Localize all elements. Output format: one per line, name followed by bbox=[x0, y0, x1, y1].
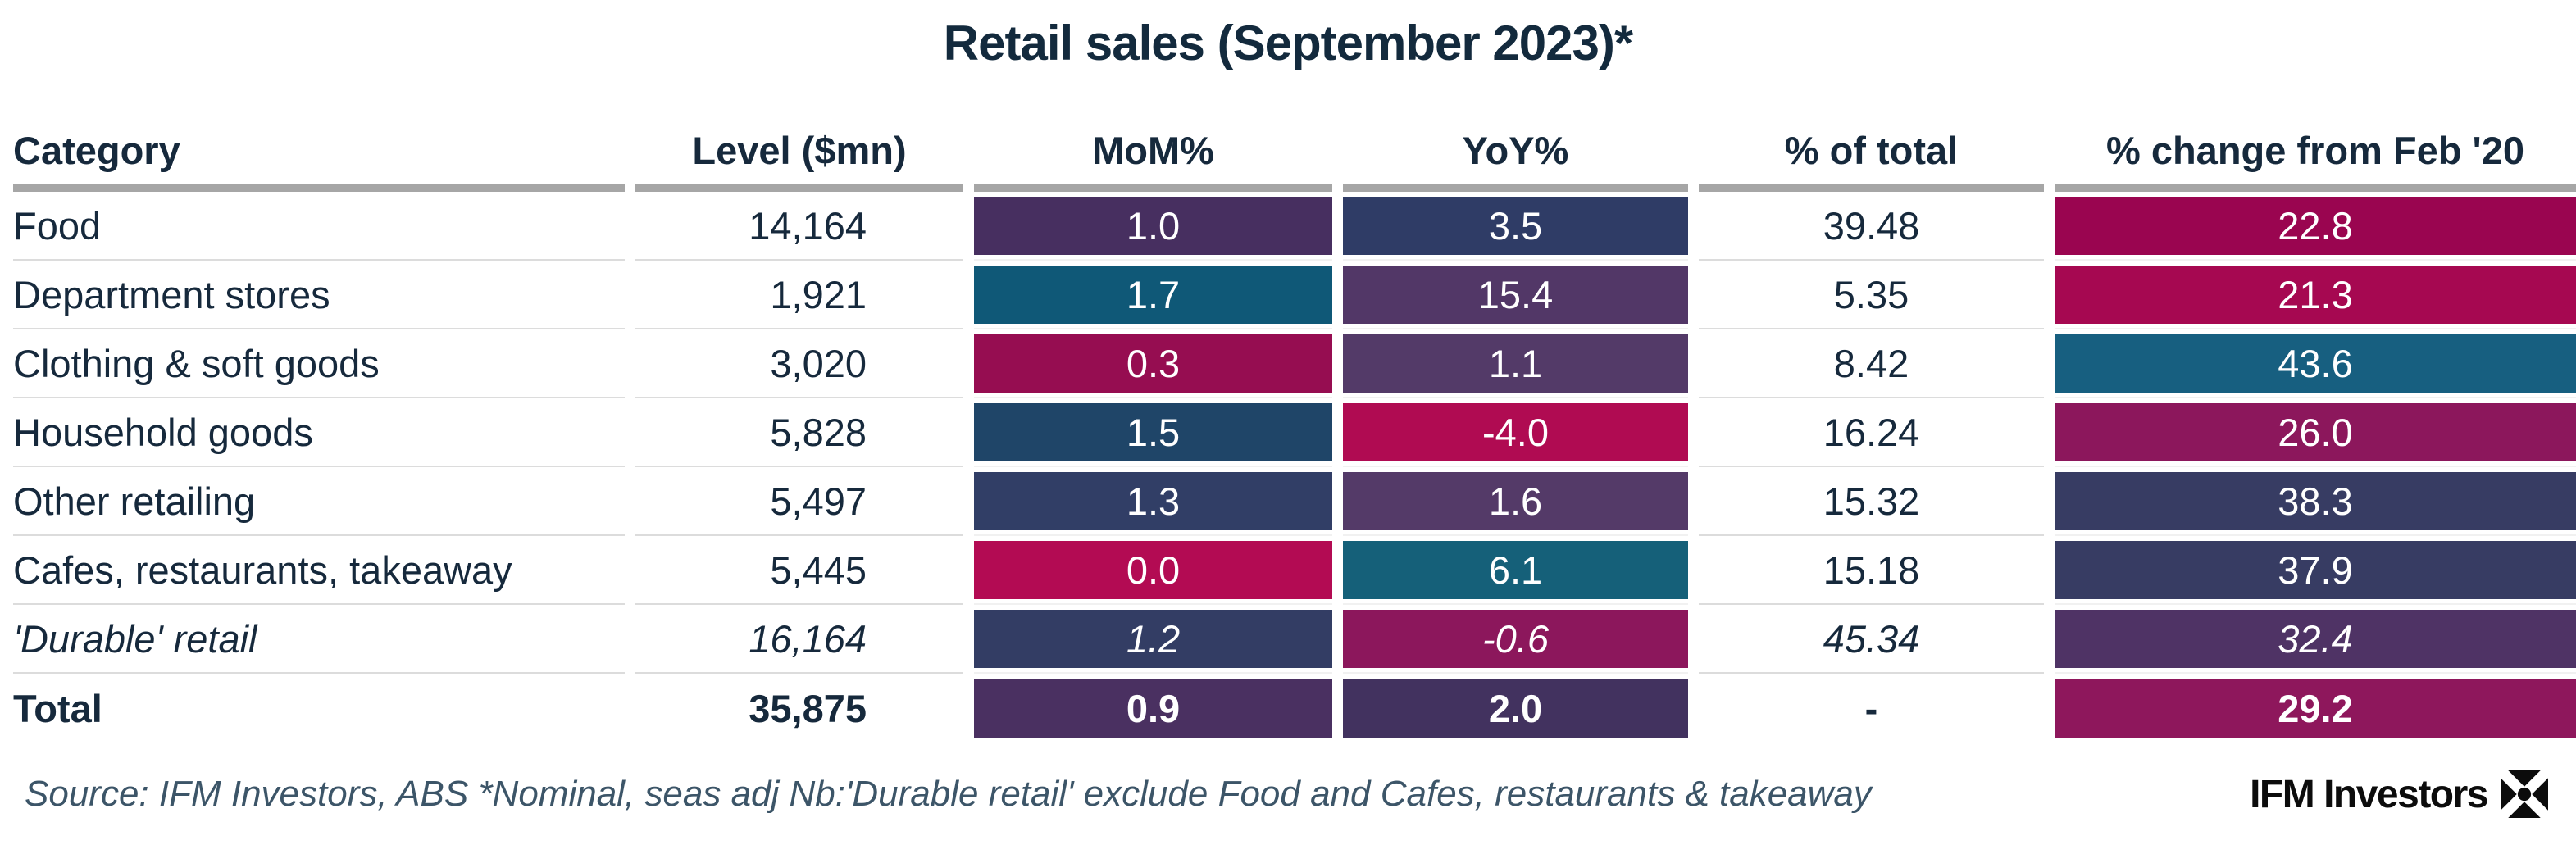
yoy-heat-chip: 2.0 bbox=[1343, 679, 1688, 738]
ifm-logo-text: IFM Investors bbox=[2250, 772, 2488, 816]
yoy-cell: -4.0 bbox=[1343, 398, 1688, 467]
header-change-from-feb20: % change from Feb '20 bbox=[2055, 116, 2576, 192]
pct-of-total-cell: 5.35 bbox=[1699, 261, 2044, 329]
yoy-heat-chip: 1.1 bbox=[1343, 334, 1688, 393]
mom-heat-chip: 0.0 bbox=[974, 541, 1332, 599]
table-body: Food 14,164 1.0 3.5 39.48 22.8 Departmen… bbox=[13, 192, 2576, 743]
mom-cell: 1.5 bbox=[974, 398, 1332, 467]
category-cell: Household goods bbox=[13, 398, 625, 467]
mom-cell: 1.2 bbox=[974, 605, 1332, 674]
header-pct-total: % of total bbox=[1699, 116, 2044, 192]
level-cell: 3,020 bbox=[635, 329, 963, 398]
ifm-investors-logo: IFM Investors bbox=[2250, 770, 2548, 818]
table-header-row: Category Level ($mn) MoM% YoY% % of tota… bbox=[13, 116, 2576, 192]
yoy-cell: 1.1 bbox=[1343, 329, 1688, 398]
mom-heat-chip: 1.3 bbox=[974, 472, 1332, 530]
yoy-heat-chip: 15.4 bbox=[1343, 266, 1688, 324]
header-mom: MoM% bbox=[974, 116, 1332, 192]
level-cell: 35,875 bbox=[749, 686, 867, 730]
yoy-cell: -0.6 bbox=[1343, 605, 1688, 674]
change-heat-chip: 21.3 bbox=[2055, 266, 2576, 324]
change-from-feb20-cell: 29.2 bbox=[2055, 674, 2576, 743]
category-cell: Total bbox=[13, 686, 102, 730]
level-cell: 5,828 bbox=[635, 398, 963, 467]
yoy-heat-chip: 1.6 bbox=[1343, 472, 1688, 530]
change-heat-chip: 22.8 bbox=[2055, 197, 2576, 255]
category-cell: Food bbox=[13, 192, 625, 261]
mom-cell: 0.9 bbox=[974, 674, 1332, 743]
yoy-heat-chip: -4.0 bbox=[1343, 403, 1688, 461]
yoy-cell: 15.4 bbox=[1343, 261, 1688, 329]
level-cell: 16,164 bbox=[635, 605, 963, 674]
mom-heat-chip: 0.3 bbox=[974, 334, 1332, 393]
table-row: Household goods 5,828 1.5 -4.0 16.24 26.… bbox=[13, 398, 2576, 467]
header-category: Category bbox=[13, 116, 625, 192]
change-heat-chip: 29.2 bbox=[2055, 679, 2576, 738]
table-row: Department stores 1,921 1.7 15.4 5.35 21… bbox=[13, 261, 2576, 329]
change-from-feb20-cell: 21.3 bbox=[2055, 261, 2576, 329]
mom-heat-chip: 1.5 bbox=[974, 403, 1332, 461]
table-row: 'Durable' retail 16,164 1.2 -0.6 45.34 3… bbox=[13, 605, 2576, 674]
change-from-feb20-cell: 32.4 bbox=[2055, 605, 2576, 674]
yoy-cell: 6.1 bbox=[1343, 536, 1688, 605]
yoy-heat-chip: 6.1 bbox=[1343, 541, 1688, 599]
change-from-feb20-cell: 38.3 bbox=[2055, 467, 2576, 536]
retail-sales-table: Category Level ($mn) MoM% YoY% % of tota… bbox=[0, 116, 2576, 743]
mom-cell: 0.3 bbox=[974, 329, 1332, 398]
level-cell: 5,497 bbox=[635, 467, 963, 536]
page-title: Retail sales (September 2023)* bbox=[943, 16, 1633, 70]
change-from-feb20-cell: 37.9 bbox=[2055, 536, 2576, 605]
yoy-heat-chip: -0.6 bbox=[1343, 610, 1688, 668]
table-row: Food 14,164 1.0 3.5 39.48 22.8 bbox=[13, 192, 2576, 261]
category-cell: Clothing & soft goods bbox=[13, 329, 625, 398]
pct-of-total-cell: 15.18 bbox=[1699, 536, 2044, 605]
yoy-cell: 3.5 bbox=[1343, 192, 1688, 261]
change-from-feb20-cell: 22.8 bbox=[2055, 192, 2576, 261]
pct-of-total-cell: 45.34 bbox=[1699, 605, 2044, 674]
mom-cell: 1.0 bbox=[974, 192, 1332, 261]
yoy-cell: 1.6 bbox=[1343, 467, 1688, 536]
category-cell: Department stores bbox=[13, 261, 625, 329]
change-heat-chip: 37.9 bbox=[2055, 541, 2576, 599]
yoy-cell: 2.0 bbox=[1343, 674, 1688, 743]
mom-cell: 1.3 bbox=[974, 467, 1332, 536]
pct-of-total-cell: - bbox=[1864, 686, 1878, 730]
level-cell: 1,921 bbox=[635, 261, 963, 329]
source-note: Source: IFM Investors, ABS *Nominal, sea… bbox=[25, 774, 1872, 814]
table-row: Other retailing 5,497 1.3 1.6 15.32 38.3 bbox=[13, 467, 2576, 536]
mom-heat-chip: 1.2 bbox=[974, 610, 1332, 668]
change-heat-chip: 43.6 bbox=[2055, 334, 2576, 393]
table-row: Cafes, restaurants, takeaway 5,445 0.0 6… bbox=[13, 536, 2576, 605]
mom-cell: 1.7 bbox=[974, 261, 1332, 329]
change-heat-chip: 32.4 bbox=[2055, 610, 2576, 668]
ifm-logo-icon bbox=[2501, 770, 2548, 818]
mom-heat-chip: 1.0 bbox=[974, 197, 1332, 255]
mom-cell: 0.0 bbox=[974, 536, 1332, 605]
mom-heat-chip: 0.9 bbox=[974, 679, 1332, 738]
table-row: Clothing & soft goods 3,020 0.3 1.1 8.42… bbox=[13, 329, 2576, 398]
change-heat-chip: 38.3 bbox=[2055, 472, 2576, 530]
pct-of-total-cell: 16.24 bbox=[1699, 398, 2044, 467]
mom-heat-chip: 1.7 bbox=[974, 266, 1332, 324]
category-cell: 'Durable' retail bbox=[13, 605, 625, 674]
header-yoy: YoY% bbox=[1343, 116, 1688, 192]
category-cell: Cafes, restaurants, takeaway bbox=[13, 536, 625, 605]
footer: Source: IFM Investors, ABS *Nominal, sea… bbox=[0, 770, 2576, 818]
pct-of-total-cell: 8.42 bbox=[1699, 329, 2044, 398]
level-cell: 14,164 bbox=[635, 192, 963, 261]
header-level: Level ($mn) bbox=[635, 116, 963, 192]
category-cell: Other retailing bbox=[13, 467, 625, 536]
change-heat-chip: 26.0 bbox=[2055, 403, 2576, 461]
change-from-feb20-cell: 43.6 bbox=[2055, 329, 2576, 398]
level-cell: 5,445 bbox=[635, 536, 963, 605]
change-from-feb20-cell: 26.0 bbox=[2055, 398, 2576, 467]
pct-of-total-cell: 15.32 bbox=[1699, 467, 2044, 536]
table-row: Total 35,875 0.9 2.0 - 29.2 bbox=[13, 674, 2576, 743]
pct-of-total-cell: 39.48 bbox=[1699, 192, 2044, 261]
yoy-heat-chip: 3.5 bbox=[1343, 197, 1688, 255]
